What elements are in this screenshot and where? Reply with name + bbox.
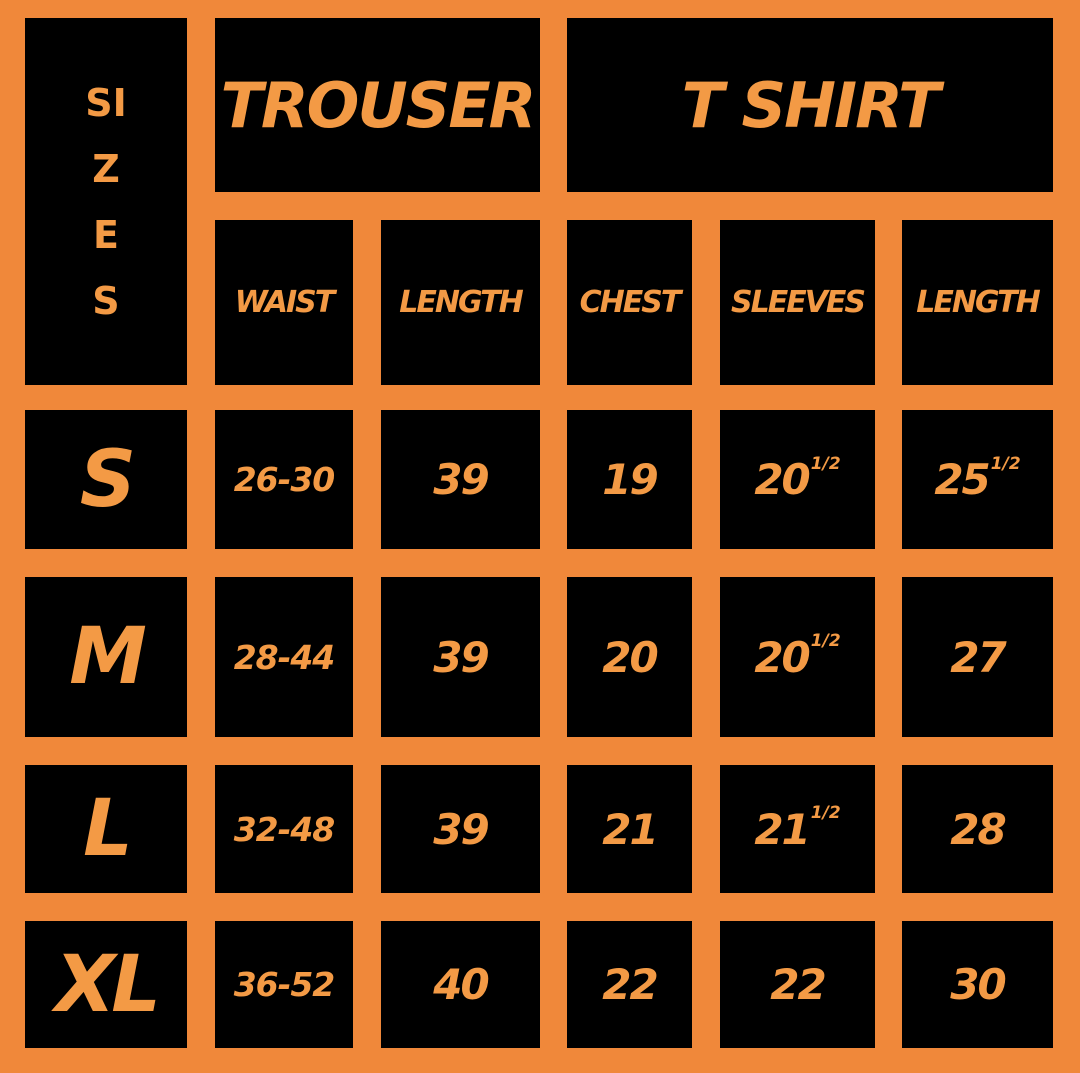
- size-label: XL: [25, 921, 187, 1048]
- column-header-chest: CHEST: [567, 220, 692, 385]
- column-header-length: LENGTH: [381, 220, 540, 385]
- table-cell: 32-48: [215, 765, 353, 893]
- table-cell: 39: [381, 765, 540, 893]
- cell-value: 19: [602, 455, 658, 504]
- cell-value: 32-48: [233, 809, 336, 849]
- cell-value: 25: [934, 455, 990, 504]
- cell-value: 22: [602, 960, 658, 1009]
- cell-value: 36-52: [233, 965, 336, 1004]
- size-label: S: [25, 410, 187, 549]
- table-cell: 27: [902, 577, 1053, 737]
- cell-value: 40: [433, 960, 489, 1009]
- cell-fraction: 1/2: [810, 631, 841, 651]
- cell-value: 21: [602, 804, 658, 854]
- cell-value: 39: [433, 455, 489, 504]
- cell-value: 39: [433, 804, 489, 854]
- table-cell: 20: [567, 577, 692, 737]
- table-cell: 20 1/2: [720, 410, 875, 549]
- table-cell: 39: [381, 410, 540, 549]
- cell-value: 20: [754, 455, 810, 504]
- table-cell: 22: [720, 921, 875, 1048]
- cell-value: 20: [602, 632, 658, 682]
- trouser-header: TROUSER: [215, 18, 540, 192]
- tshirt-header: T SHIRT: [567, 18, 1053, 192]
- cell-fraction: 1/2: [810, 453, 841, 474]
- table-cell: 28-44: [215, 577, 353, 737]
- column-header-sleeves: SLEEVES: [720, 220, 875, 385]
- column-header-length: LENGTH: [902, 220, 1053, 385]
- table-cell: 21: [567, 765, 692, 893]
- cell-value: 26-30: [233, 460, 336, 499]
- cell-value: 39: [433, 632, 489, 682]
- cell-fraction: 1/2: [810, 803, 841, 823]
- size-label: L: [25, 765, 187, 893]
- table-cell: 21 1/2: [720, 765, 875, 893]
- cell-value: 21: [754, 804, 810, 854]
- size-label: M: [25, 577, 187, 737]
- table-cell: 39: [381, 577, 540, 737]
- cell-value: 20: [754, 632, 810, 682]
- sizes-header-label: SIZES: [85, 80, 127, 323]
- cell-value: 28: [950, 804, 1006, 854]
- table-cell: 22: [567, 921, 692, 1048]
- table-cell: 36-52: [215, 921, 353, 1048]
- table-cell: 30: [902, 921, 1053, 1048]
- table-cell: 25 1/2: [902, 410, 1053, 549]
- table-cell: 20 1/2: [720, 577, 875, 737]
- cell-fraction: 1/2: [990, 453, 1021, 474]
- table-cell: 19: [567, 410, 692, 549]
- cell-value: 30: [950, 960, 1006, 1009]
- cell-value: 22: [770, 960, 826, 1009]
- table-cell: 40: [381, 921, 540, 1048]
- table-cell: 28: [902, 765, 1053, 893]
- sizes-header: SIZES: [25, 18, 187, 385]
- cell-value: 27: [950, 632, 1006, 682]
- cell-value: 28-44: [233, 637, 336, 677]
- column-header-waist: WAIST: [215, 220, 353, 385]
- table-cell: 26-30: [215, 410, 353, 549]
